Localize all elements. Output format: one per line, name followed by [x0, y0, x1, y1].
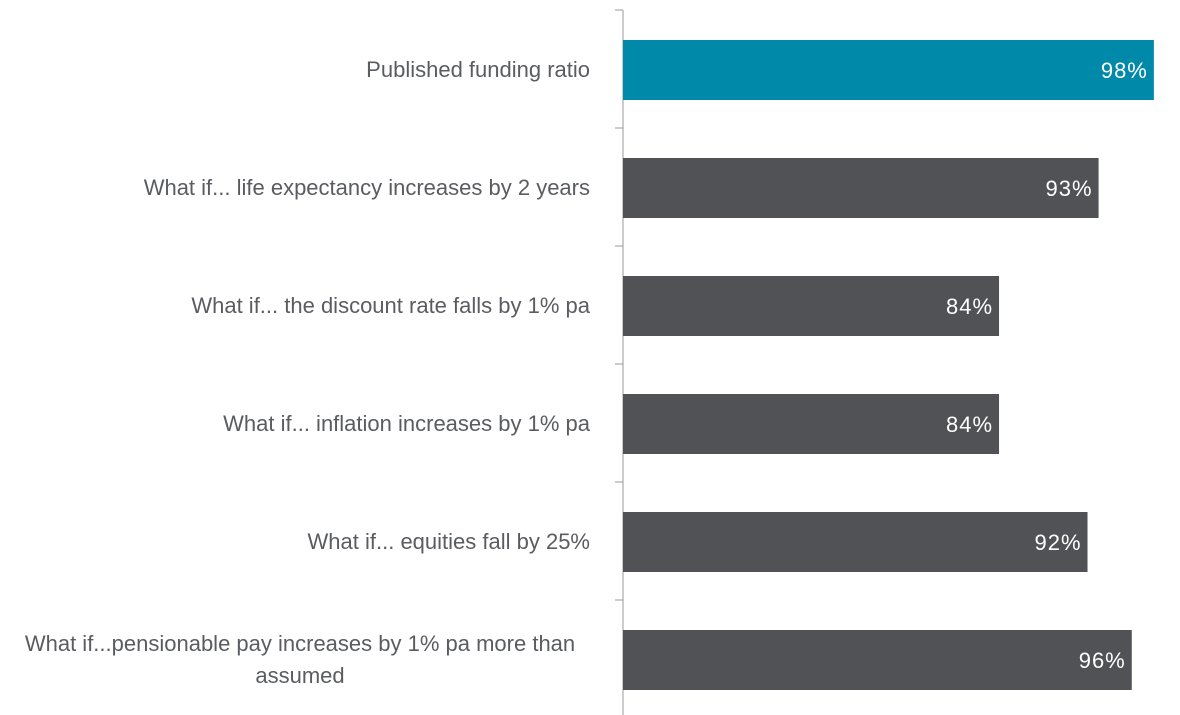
category-label: What if... life expectancy increases by … — [143, 175, 590, 200]
bar — [623, 158, 1099, 218]
value-label: 84% — [946, 294, 993, 319]
bar — [623, 512, 1088, 572]
bar — [623, 276, 1000, 336]
category-label: What if... the discount rate falls by 1%… — [191, 293, 590, 318]
category-label-box: What if... equities fall by 25% — [308, 526, 590, 558]
bar — [623, 40, 1154, 100]
category-label: Published funding ratio — [366, 57, 590, 82]
bar — [623, 630, 1132, 690]
category-label-box: What if...pensionable pay increases by 1… — [10, 628, 590, 692]
category-label: What if... equities fall by 25% — [307, 529, 590, 554]
value-label: 92% — [1034, 530, 1081, 555]
value-label: 93% — [1046, 176, 1093, 201]
category-label-box: What if... the discount rate falls by 1%… — [191, 290, 590, 322]
category-label-box: What if... inflation increases by 1% pa — [223, 408, 590, 440]
value-label: 96% — [1079, 648, 1126, 673]
category-label: What if... inflation increases by 1% pa — [223, 411, 590, 436]
category-label-box: What if... life expectancy increases by … — [144, 172, 590, 204]
category-label: What if...pensionable pay increases by 1… — [24, 631, 576, 688]
value-label: 98% — [1101, 58, 1148, 83]
category-label-box: Published funding ratio — [366, 54, 590, 86]
bar — [623, 394, 1000, 454]
value-label: 84% — [946, 412, 993, 437]
